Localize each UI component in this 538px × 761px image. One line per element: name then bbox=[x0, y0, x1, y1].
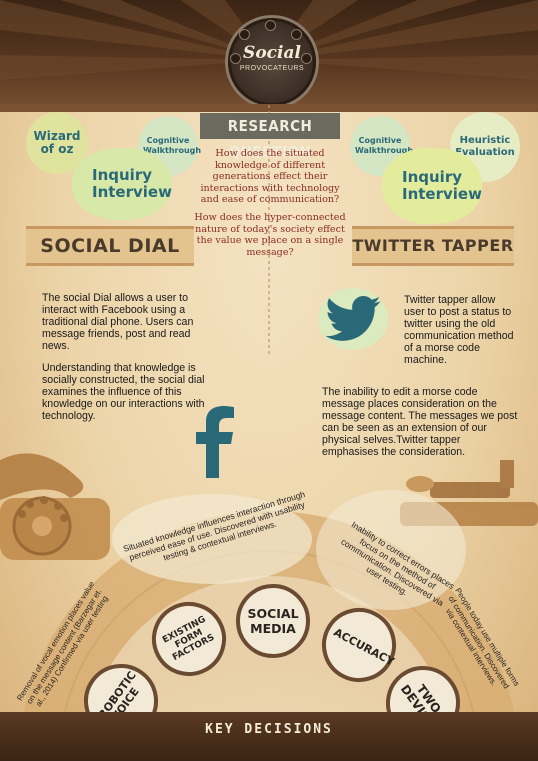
twitter-tapper-title: TWITTER TAPPER bbox=[352, 236, 514, 255]
method-inquiry-label-left: Inquiry Interview bbox=[92, 166, 172, 201]
research-question-label: RESEARCH QUESTION bbox=[200, 113, 340, 161]
bottom-band bbox=[0, 712, 538, 761]
center-divider bbox=[268, 105, 270, 355]
top-banner: Social PROVOCATEURS bbox=[0, 0, 538, 112]
twitter-tapper-ribbon: TWITTER TAPPER bbox=[352, 226, 514, 266]
social-dial-description: The social Dial allows a user to interac… bbox=[42, 292, 194, 352]
twitter-bird-icon bbox=[326, 296, 381, 341]
dial-label-social-media: SOCIAL MEDIA bbox=[247, 606, 299, 636]
dial-label-existing-form-factors: EXISTING FORM FACTORS bbox=[161, 614, 217, 664]
social-dial-title: SOCIAL DIAL bbox=[40, 235, 180, 257]
twitter-tapper-consideration: The inability to edit a morse code messa… bbox=[322, 386, 518, 458]
social-dial-knowledge: Understanding that knowledge is socially… bbox=[42, 362, 205, 422]
facebook-icon bbox=[196, 406, 234, 478]
finding-situated-disc bbox=[112, 494, 312, 584]
logo-subtitle: PROVOCATEURS bbox=[239, 65, 305, 72]
method-inquiry-interview-right: Inquiry Interview bbox=[382, 148, 482, 224]
dial-item-social-media: SOCIAL MEDIA bbox=[236, 584, 310, 658]
method-heuristic-label: Heuristic Evaluation bbox=[455, 135, 515, 158]
research-question-1: How does the situated knowledge of diffe… bbox=[200, 148, 340, 205]
dial-label-accuracy: ACCURACY bbox=[331, 625, 397, 669]
method-wizard-label: Wizard of oz bbox=[33, 129, 81, 156]
method-cognitive-label-left: Cognitive Walkthrough bbox=[143, 136, 202, 155]
method-inquiry-label-right: Inquiry Interview bbox=[402, 168, 482, 203]
logo-title: Social bbox=[243, 43, 301, 63]
research-question-2: How does the hyper-connected nature of t… bbox=[194, 212, 346, 258]
key-decisions-label: KEY DECISIONS bbox=[205, 722, 333, 737]
telephone-illustration bbox=[0, 453, 110, 560]
twitter-tapper-description: Twitter tapper allow user to post a stat… bbox=[404, 294, 514, 366]
method-inquiry-interview-left: Inquiry Interview bbox=[72, 148, 172, 220]
finding-inability-disc bbox=[316, 490, 466, 610]
logo-badge: Social PROVOCATEURS bbox=[228, 18, 316, 106]
social-dial-ribbon: SOCIAL DIAL bbox=[26, 226, 194, 266]
method-cognitive-label-right: Cognitive Walkthrough bbox=[355, 136, 414, 155]
